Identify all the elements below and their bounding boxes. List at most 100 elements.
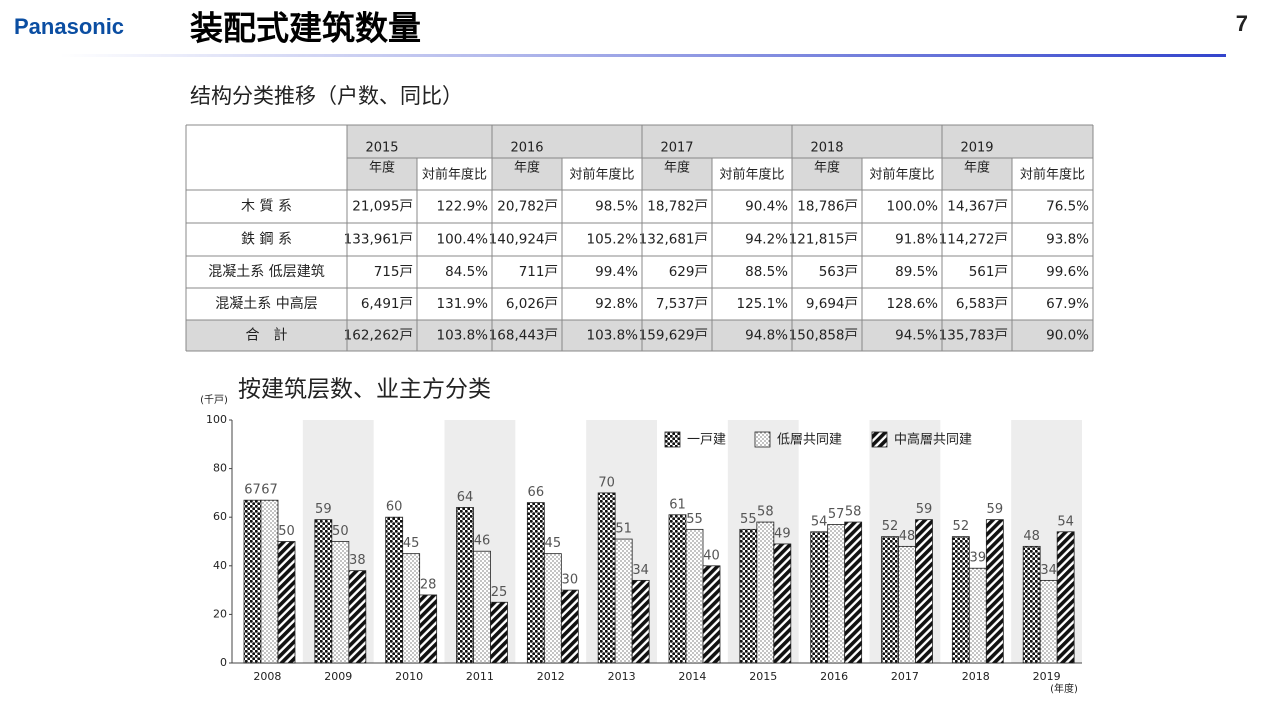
data-label: 34 xyxy=(632,563,649,578)
table-cell: 133,961戸 xyxy=(344,232,413,248)
table-cell: 89.5% xyxy=(895,264,938,280)
y-tick-label: 80 xyxy=(213,462,227,475)
bar xyxy=(260,499,279,664)
table-cell: 67.9% xyxy=(1046,296,1089,312)
data-label: 57 xyxy=(828,507,845,522)
data-label: 50 xyxy=(332,524,349,539)
data-label: 54 xyxy=(811,514,828,529)
bar xyxy=(597,492,616,664)
table-cell: 140,924戸 xyxy=(489,232,558,248)
year-header: 2015 xyxy=(365,141,398,156)
bar xyxy=(773,543,792,664)
y-tick-label: 0 xyxy=(220,656,227,669)
bar xyxy=(314,519,333,664)
y-tick-label: 40 xyxy=(213,559,227,572)
table-cell: 88.5% xyxy=(745,264,788,280)
ratio-header: 対前年度比 xyxy=(869,167,934,183)
data-label: 38 xyxy=(349,553,366,568)
data-label: 39 xyxy=(970,551,987,566)
ratio-header-bg xyxy=(417,158,492,190)
table-cell: 76.5% xyxy=(1046,199,1089,215)
bar xyxy=(898,545,916,664)
bar xyxy=(985,519,1004,664)
row-label: 合 計 xyxy=(246,328,288,344)
table-cell: 99.6% xyxy=(1046,264,1089,280)
bar xyxy=(473,550,491,664)
table-cell: 91.8% xyxy=(895,232,938,248)
bar xyxy=(526,502,545,664)
table-cell: 21,095戸 xyxy=(352,199,413,215)
table-cell: 159,629戸 xyxy=(639,328,708,344)
data-label: 70 xyxy=(598,475,615,490)
table-cell: 711戸 xyxy=(519,264,558,280)
bar xyxy=(1056,531,1075,664)
bar xyxy=(631,579,650,664)
data-label: 45 xyxy=(545,536,562,551)
data-label: 34 xyxy=(1040,563,1057,578)
table-cell: 561戸 xyxy=(969,264,1008,280)
header-rule xyxy=(60,54,1226,57)
data-label: 52 xyxy=(882,519,899,534)
x-tick-label: 2011 xyxy=(466,670,494,683)
legend-swatch xyxy=(664,431,681,448)
data-label: 30 xyxy=(562,573,579,588)
data-label: 64 xyxy=(457,490,474,505)
table-cell: 103.8% xyxy=(587,328,639,344)
data-label: 59 xyxy=(916,502,933,517)
bar xyxy=(881,536,899,664)
data-label: 25 xyxy=(491,585,508,600)
brand: Panasonic xyxy=(14,14,124,39)
ratio-header: 対前年度比 xyxy=(1020,167,1085,183)
bar xyxy=(915,519,933,664)
ratio-header-bg xyxy=(562,158,642,190)
data-label: 59 xyxy=(987,502,1004,517)
bar xyxy=(756,521,775,664)
year-unit: 年度 xyxy=(664,160,690,176)
table-cell: 84.5% xyxy=(445,264,488,280)
bar xyxy=(739,528,758,664)
bar xyxy=(348,570,367,664)
table-cell: 629戸 xyxy=(669,264,708,280)
data-label: 61 xyxy=(669,497,686,512)
year-header: 2017 xyxy=(660,141,693,156)
table-cell: 92.8% xyxy=(595,296,638,312)
data-label: 48 xyxy=(899,529,916,544)
bar xyxy=(560,589,579,664)
table-cell: 99.4% xyxy=(595,264,638,280)
bar xyxy=(685,528,704,664)
table-cell: 100.0% xyxy=(887,199,939,215)
data-label: 40 xyxy=(703,548,720,563)
year-header: 2016 xyxy=(510,141,543,156)
ratio-header: 対前年度比 xyxy=(719,167,784,183)
legend-label: 一戸建 xyxy=(687,433,726,448)
bar xyxy=(419,594,438,664)
x-tick-label: 2014 xyxy=(678,670,706,683)
table-cell: 18,782戸 xyxy=(647,199,708,215)
x-tick-label: 2013 xyxy=(608,670,636,683)
data-label: 55 xyxy=(740,512,757,527)
year-unit: 年度 xyxy=(514,160,540,176)
table-cell: 98.5% xyxy=(595,199,638,215)
x-tick-label: 2016 xyxy=(820,670,848,683)
row-label: 鉄 鋼 系 xyxy=(241,232,292,248)
y-unit: (千戸) xyxy=(200,394,228,406)
table-cell: 121,815戸 xyxy=(789,232,858,248)
x-tick-label: 2009 xyxy=(324,670,352,683)
legend-label: 低層共同建 xyxy=(777,433,842,448)
table-cell: 122.9% xyxy=(437,199,489,215)
bar xyxy=(968,567,987,664)
table-cell: 7,537戸 xyxy=(656,296,708,312)
y-tick-label: 100 xyxy=(206,413,227,426)
data-label: 50 xyxy=(278,524,295,539)
data-label: 60 xyxy=(386,500,403,515)
data-label: 66 xyxy=(528,485,545,500)
table-cell: 150,858戸 xyxy=(789,328,858,344)
data-label: 58 xyxy=(845,505,862,520)
bar xyxy=(951,536,970,664)
table-cell: 6,491戸 xyxy=(361,296,413,312)
table-cell: 715戸 xyxy=(374,264,413,280)
x-tick-label: 2019 xyxy=(1033,670,1061,683)
bar xyxy=(1022,545,1041,664)
